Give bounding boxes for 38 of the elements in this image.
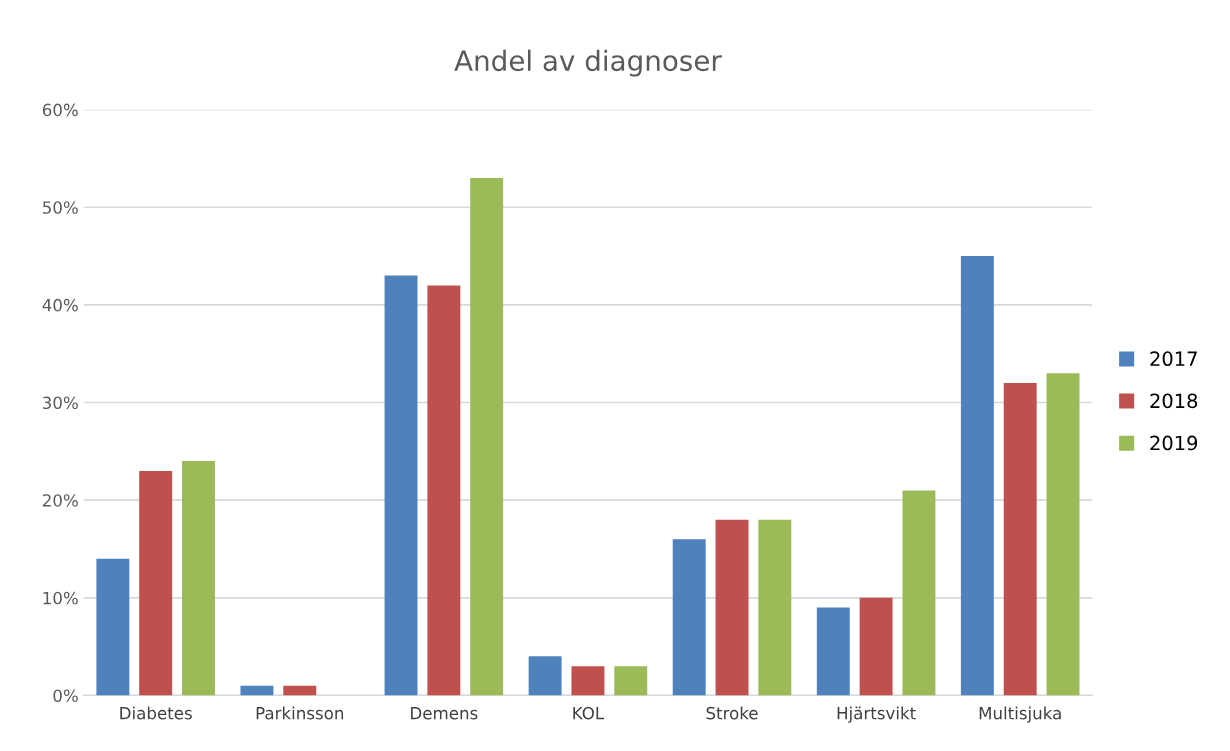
bar	[571, 666, 605, 696]
bar	[528, 656, 562, 696]
bar	[960, 256, 994, 696]
bar	[139, 470, 173, 696]
bar	[715, 519, 749, 696]
y-tick-label: 50%	[43, 201, 78, 214]
y-tick-label: 30%	[43, 396, 78, 410]
x-tick-label: KOL	[573, 706, 605, 720]
y-tick-label: 20%	[42, 494, 78, 507]
y-tick-label: 40%	[42, 298, 78, 312]
bar	[427, 285, 461, 696]
bar	[283, 685, 317, 696]
x-tick-label: Stroke	[706, 706, 758, 720]
bar	[614, 666, 648, 696]
bar	[816, 607, 850, 696]
bar	[96, 558, 130, 696]
bar	[672, 539, 706, 696]
bar	[384, 275, 418, 696]
x-tick-label: Multisjuka	[979, 706, 1061, 723]
bar	[859, 597, 893, 696]
chart-title: Andel av diagnoser	[454, 49, 722, 77]
y-tick-label: 60%	[42, 103, 78, 117]
bar	[1003, 383, 1037, 696]
x-tick-label: Diabetes	[120, 706, 192, 720]
bar	[902, 490, 936, 696]
bar	[182, 461, 215, 696]
legend-label: 2019	[1150, 435, 1198, 451]
x-tick-label: Demens	[411, 707, 478, 720]
bar	[1046, 373, 1080, 696]
y-tick-label: 0%	[53, 689, 78, 702]
y-tick-label: 10%	[43, 591, 78, 605]
legend-label: 2018	[1150, 393, 1198, 409]
bar	[470, 177, 504, 696]
bar	[240, 685, 274, 696]
bar	[758, 519, 792, 696]
x-tick-label: Parkinsson	[256, 706, 344, 720]
x-tick-label: Hjärtsvikt	[837, 706, 916, 723]
legend-label: 2017	[1150, 351, 1197, 367]
